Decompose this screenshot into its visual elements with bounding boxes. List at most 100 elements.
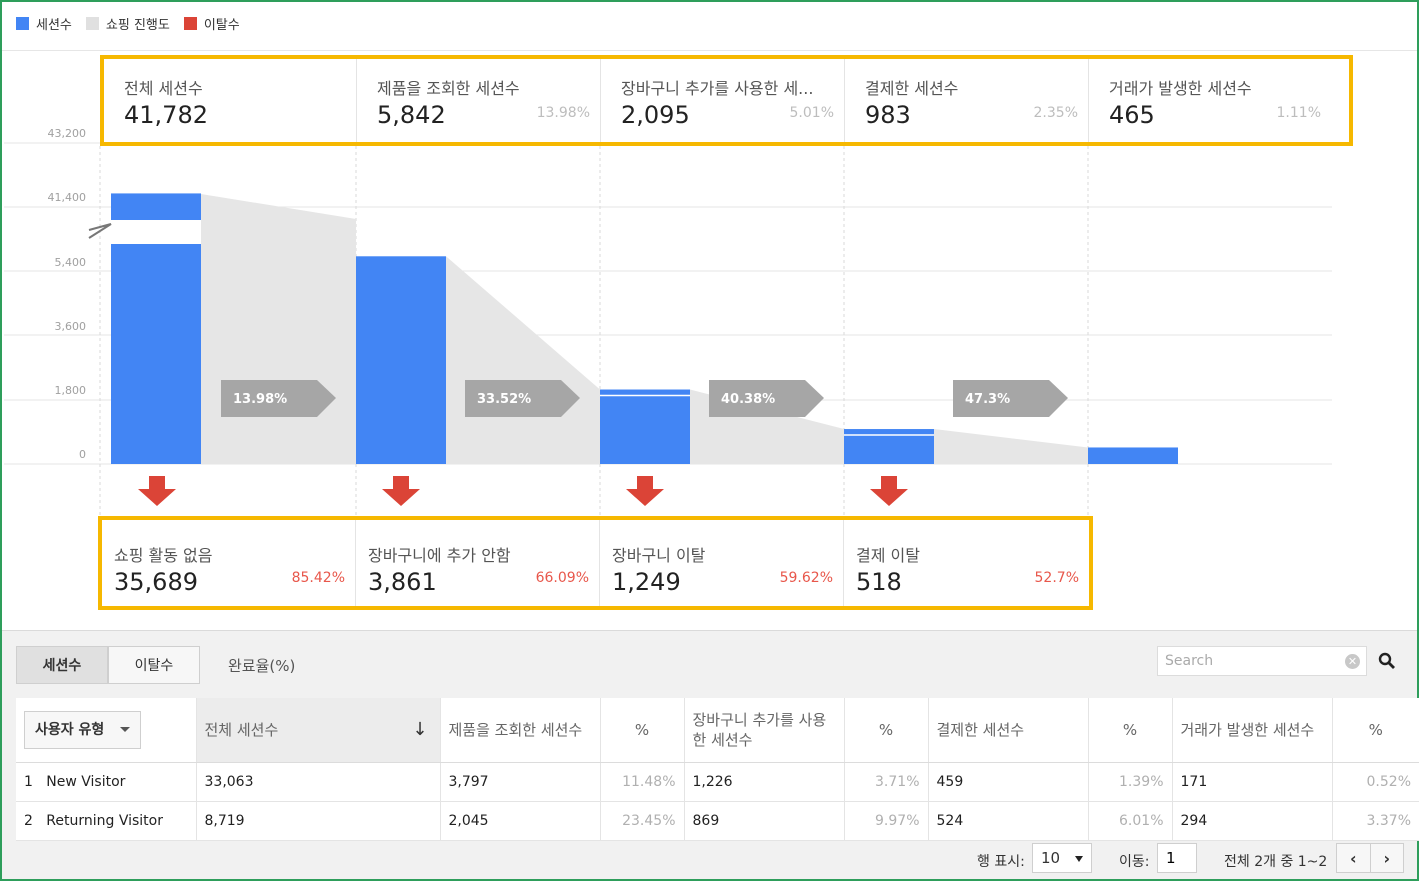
progress-area bbox=[446, 256, 600, 464]
next-page-button[interactable]: › bbox=[1371, 844, 1404, 872]
col-header-transactions[interactable]: 거래가 발생한 세션수 bbox=[1172, 698, 1333, 763]
col-header-checkout[interactable]: 결제한 세션수 bbox=[928, 698, 1089, 763]
cell-pct: 6.01% bbox=[1088, 801, 1173, 841]
y-tick-label: 3,600 bbox=[54, 320, 87, 333]
legend-swatch-exits bbox=[183, 16, 197, 30]
stage-product-views[interactable]: 제품을 조회한 세션수 5,842 13.98% bbox=[357, 59, 601, 142]
progress-area bbox=[934, 429, 1088, 464]
progress-area bbox=[201, 194, 356, 244]
stage-add-to-cart[interactable]: 장바구니 추가를 사용한 세... 2,095 5.01% bbox=[601, 59, 845, 142]
y-tick-label: 5,400 bbox=[54, 256, 87, 269]
goto-page-input[interactable] bbox=[1157, 843, 1197, 873]
rows-per-page-select[interactable]: 10 bbox=[1032, 843, 1092, 873]
report-table: 사용자 유형 전체 세션수 ↓ 제품을 조회한 세션수 % 장바구니 추가를 사용… bbox=[16, 698, 1419, 841]
report-table-panel: 세션수 이탈수 완료율(%) ✕ 사용자 유형 전체 세션수 ↓ 제품을 조회한 … bbox=[2, 630, 1419, 879]
col-header-pct[interactable]: % bbox=[1332, 698, 1419, 763]
stage-pct: 5.01% bbox=[789, 105, 834, 121]
table-search: ✕ bbox=[1157, 646, 1367, 676]
cell-pct: 11.48% bbox=[600, 762, 685, 802]
stage-label: 장바구니 추가를 사용한 세... bbox=[621, 79, 814, 98]
drop-value: 35,689 bbox=[114, 568, 198, 596]
chevron-right-icon: › bbox=[1383, 848, 1391, 868]
legend-label: 세션수 bbox=[36, 17, 72, 33]
cell: 524 bbox=[928, 801, 1089, 841]
dimension-label: 사용자 유형 bbox=[35, 721, 105, 738]
drop-label: 장바구니 이탈 bbox=[612, 546, 706, 565]
pager: ‹ › bbox=[1336, 843, 1404, 873]
funnel-chart: 13.98% 33.52% 40.38% 47.3% bbox=[4, 142, 1332, 516]
dimension-header: 사용자 유형 bbox=[16, 698, 197, 763]
row-user-type: New Visitor bbox=[46, 773, 126, 790]
col-header-pct[interactable]: % bbox=[844, 698, 929, 763]
progress-area bbox=[201, 244, 356, 464]
chart-legend: 세션수 쇼핑 진행도 이탈수 bbox=[16, 13, 254, 33]
row-dimension[interactable]: 2 Returning Visitor bbox=[16, 801, 197, 841]
cell: 3,797 bbox=[440, 762, 601, 802]
col-header-total-sessions[interactable]: 전체 세션수 ↓ bbox=[196, 698, 441, 763]
drop-no-cart[interactable]: 장바구니에 추가 안함 3,861 66.09% bbox=[356, 520, 600, 606]
stage-label: 제품을 조회한 세션수 bbox=[377, 79, 520, 98]
drop-arrow-icon bbox=[870, 476, 908, 506]
tab-completion-rate[interactable]: 완료율(%) bbox=[228, 656, 296, 675]
drop-label: 결제 이탈 bbox=[856, 546, 920, 565]
chevron-left-icon: ‹ bbox=[1349, 848, 1357, 868]
y-tick-label: 0 bbox=[79, 448, 86, 461]
legend-progress[interactable]: 쇼핑 진행도 bbox=[85, 14, 170, 33]
row-index: 2 bbox=[24, 812, 33, 829]
drop-value: 3,861 bbox=[368, 568, 437, 596]
stage-label: 전체 세션수 bbox=[124, 79, 203, 98]
drop-label: 장바구니에 추가 안함 bbox=[368, 546, 511, 565]
funnel-bar bbox=[1088, 447, 1178, 464]
tab-sessions[interactable]: 세션수 bbox=[16, 646, 108, 684]
dropdown-arrow-icon bbox=[1075, 856, 1083, 862]
col-header-product-views[interactable]: 제품을 조회한 세션수 bbox=[440, 698, 601, 763]
rows-value: 10 bbox=[1041, 849, 1061, 867]
cell: 1,226 bbox=[684, 762, 845, 802]
legend-sessions[interactable]: 세션수 bbox=[16, 14, 72, 33]
drop-pct: 66.09% bbox=[535, 570, 589, 586]
prev-page-button[interactable]: ‹ bbox=[1337, 844, 1371, 872]
tab-exits[interactable]: 이탈수 bbox=[108, 646, 200, 684]
rows-label: 행 표시: bbox=[977, 854, 1025, 870]
legend-label: 쇼핑 진행도 bbox=[105, 17, 170, 33]
cell: 869 bbox=[684, 801, 845, 841]
stage-label: 거래가 발생한 세션수 bbox=[1109, 79, 1252, 98]
goto-label: 이동: bbox=[1119, 854, 1150, 870]
stage-total-sessions[interactable]: 전체 세션수 41,782 bbox=[104, 59, 357, 142]
cell: 2,045 bbox=[440, 801, 601, 841]
drop-value: 1,249 bbox=[612, 568, 681, 596]
stage-value: 465 bbox=[1109, 101, 1155, 129]
drop-pct: 85.42% bbox=[291, 570, 345, 586]
drop-cart-abandon[interactable]: 장바구니 이탈 1,249 59.62% bbox=[600, 520, 844, 606]
transition-arrow bbox=[709, 380, 824, 417]
dimension-selector[interactable]: 사용자 유형 bbox=[24, 710, 142, 749]
col-header-label: 제품을 조회한 세션수 bbox=[448, 720, 583, 739]
search-button[interactable] bbox=[1372, 646, 1402, 676]
cell: 8,719 bbox=[196, 801, 441, 841]
transition-rate: 47.3% bbox=[965, 392, 1010, 407]
transition-rate: 40.38% bbox=[721, 392, 775, 407]
drop-no-shopping[interactable]: 쇼핑 활동 없음 35,689 85.42% bbox=[102, 520, 356, 606]
stage-transactions[interactable]: 거래가 발생한 세션수 465 1.11% bbox=[1089, 59, 1349, 142]
row-dimension[interactable]: 1 New Visitor bbox=[16, 762, 197, 802]
col-header-pct[interactable]: % bbox=[600, 698, 685, 763]
stage-value: 41,782 bbox=[124, 101, 208, 129]
search-input[interactable] bbox=[1158, 647, 1338, 675]
col-header-add-to-cart[interactable]: 장바구니 추가를 사용한 세션수 bbox=[684, 698, 845, 763]
table-row: 1 New Visitor 33,063 3,797 11.48% 1,226 … bbox=[16, 762, 1419, 802]
cell-pct: 9.97% bbox=[844, 801, 929, 841]
stage-checkout[interactable]: 결제한 세션수 983 2.35% bbox=[845, 59, 1089, 142]
clear-icon[interactable]: ✕ bbox=[1345, 654, 1360, 669]
axis-break-icon bbox=[88, 223, 112, 239]
funnel-bar bbox=[356, 256, 446, 464]
legend-exits[interactable]: 이탈수 bbox=[183, 14, 240, 33]
stage-pct: 1.11% bbox=[1276, 105, 1321, 121]
drop-checkout-abandon[interactable]: 결제 이탈 518 52.7% bbox=[844, 520, 1089, 606]
transition-arrow bbox=[221, 380, 336, 417]
drop-value: 518 bbox=[856, 568, 902, 596]
row-user-type: Returning Visitor bbox=[46, 812, 163, 829]
table-footer: 행 표시: 10 이동: 전체 2개 중 1~2 ‹ › bbox=[2, 843, 1417, 877]
col-header-pct[interactable]: % bbox=[1088, 698, 1173, 763]
cell-pct: 23.45% bbox=[600, 801, 685, 841]
